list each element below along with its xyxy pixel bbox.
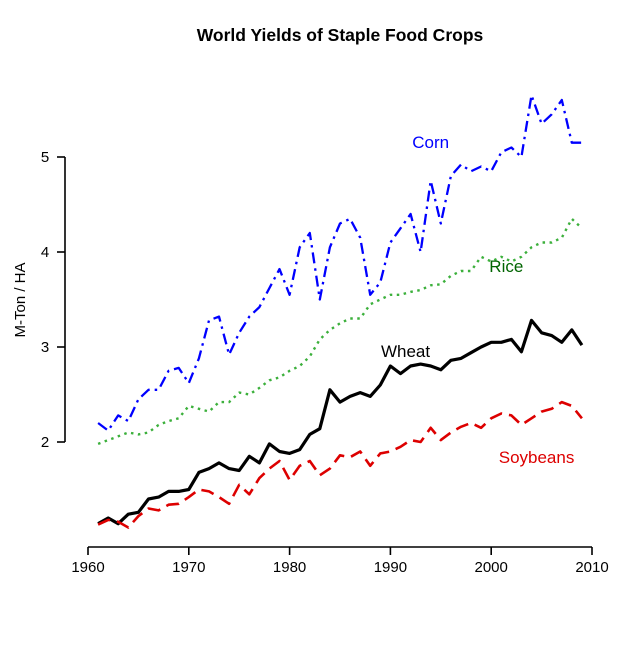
series-line-soybeans [97, 400, 583, 529]
series-lines [97, 94, 584, 529]
chart-title: World Yields of Staple Food Crops [197, 25, 484, 45]
axes: 1960 1970 1980 1990 2000 2010 2 3 4 5 [41, 149, 609, 576]
series-label-wheat: Wheat [381, 342, 430, 361]
x-tick-label: 1960 [71, 559, 104, 576]
series-line-corn [97, 94, 582, 432]
series-labels: Corn Rice Wheat Soybeans [381, 133, 574, 467]
series-label-rice: Rice [489, 257, 523, 276]
y-tick-label: 3 [41, 339, 49, 356]
series-label-corn: Corn [412, 133, 449, 152]
series-line-wheat [97, 318, 584, 526]
y-axis-title: M-Ton / HA [12, 262, 29, 337]
y-tick-label: 2 [41, 434, 49, 451]
x-tick-label: 1980 [273, 559, 306, 576]
x-tick-label: 2010 [575, 559, 608, 576]
y-tick-label: 4 [41, 244, 49, 261]
y-tick-label: 5 [41, 149, 49, 166]
series-label-soybeans: Soybeans [499, 448, 575, 467]
x-tick-label: 1990 [374, 559, 407, 576]
series-line-rice [97, 217, 583, 446]
x-tick-label: 1970 [172, 559, 205, 576]
x-tick-label: 2000 [475, 559, 508, 576]
